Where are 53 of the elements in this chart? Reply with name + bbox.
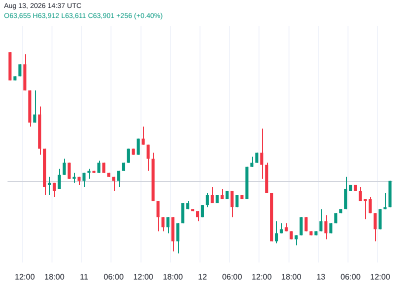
candlestick bbox=[230, 190, 234, 218]
candlestick bbox=[324, 214, 328, 240]
candlestick bbox=[33, 90, 36, 124]
x-tick-label: 13 bbox=[316, 272, 326, 282]
candlestick bbox=[294, 234, 298, 246]
x-tick-label: 12:00 bbox=[133, 272, 154, 282]
candlestick bbox=[210, 186, 214, 204]
candlestick bbox=[68, 162, 71, 180]
x-tick-label: 12 bbox=[198, 272, 208, 282]
x-tick-label: 12:00 bbox=[252, 272, 272, 282]
candlestick bbox=[374, 212, 377, 242]
candlestick bbox=[206, 192, 209, 208]
x-tick-label: 12:00 bbox=[14, 272, 36, 282]
candlestick bbox=[126, 148, 130, 164]
candlestick bbox=[235, 194, 239, 208]
candlestick bbox=[260, 128, 264, 180]
candlestick bbox=[176, 222, 180, 254]
candlestick bbox=[48, 176, 52, 196]
x-tick-label: 18:00 bbox=[44, 272, 65, 282]
candlestick bbox=[136, 138, 140, 156]
candlestick bbox=[82, 172, 86, 188]
x-tick-label: 06:00 bbox=[222, 272, 243, 282]
candlestick bbox=[378, 208, 382, 230]
candlestick bbox=[117, 170, 120, 188]
candlestick bbox=[62, 158, 66, 176]
candlestick bbox=[358, 186, 362, 202]
candlestick bbox=[142, 126, 145, 146]
candlestick bbox=[72, 172, 76, 184]
x-tick-label: 11 bbox=[80, 272, 89, 282]
candlestick bbox=[300, 216, 303, 236]
x-tick-label: 06:00 bbox=[104, 272, 124, 282]
candlestick bbox=[196, 210, 200, 222]
candlestick bbox=[58, 168, 61, 190]
candlestick bbox=[319, 208, 322, 232]
x-tick-label: 06:00 bbox=[340, 272, 362, 282]
candlestick bbox=[166, 216, 170, 234]
candlestick bbox=[161, 216, 165, 232]
candlestick bbox=[250, 156, 254, 168]
x-tick-label: 18:00 bbox=[281, 272, 302, 282]
x-tick-label: 12:00 bbox=[370, 272, 391, 282]
candlestick bbox=[18, 64, 22, 77]
candlestick bbox=[384, 192, 387, 210]
x-tick-label: 18:00 bbox=[162, 272, 184, 282]
candlestick bbox=[146, 144, 150, 172]
candlestick bbox=[52, 182, 56, 198]
candlestick bbox=[200, 204, 204, 218]
candlestick bbox=[304, 216, 308, 232]
candlestick bbox=[344, 176, 348, 210]
candlestick bbox=[112, 176, 116, 192]
candlestick bbox=[87, 168, 90, 180]
candlestick bbox=[97, 160, 100, 174]
candlestick bbox=[156, 200, 160, 232]
candlestick bbox=[274, 220, 278, 244]
